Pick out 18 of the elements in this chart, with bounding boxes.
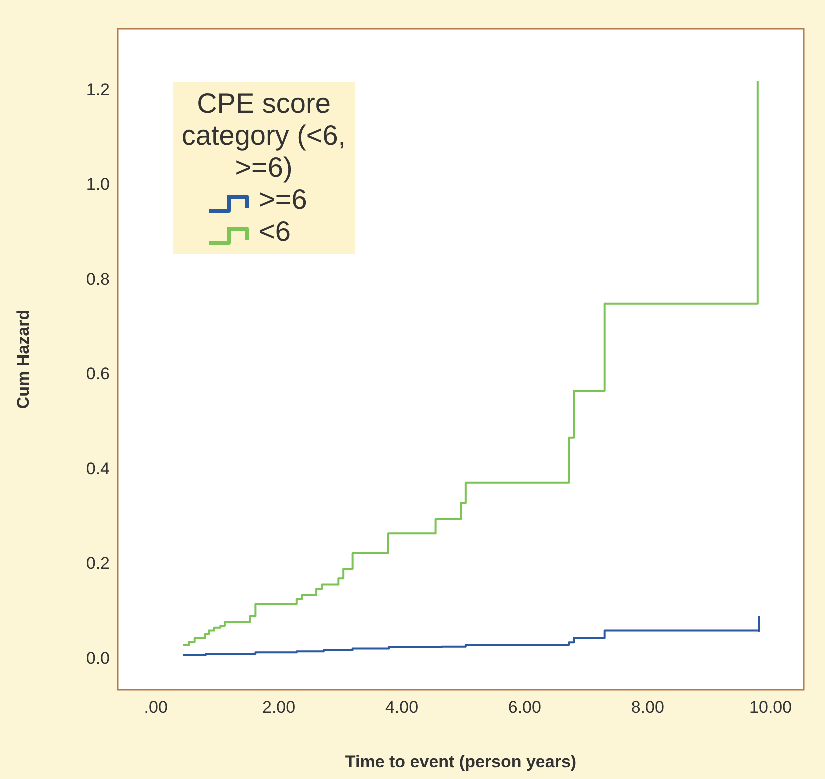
x-tick-label: 8.00: [631, 698, 664, 717]
y-tick-label: 1.2: [86, 80, 110, 100]
y-tick-label: 0.0: [86, 648, 110, 668]
x-axis-title: Time to event (person years): [345, 752, 577, 772]
y-axis-title: Cum Hazard: [14, 310, 33, 410]
legend-label: >=6: [259, 184, 308, 216]
y-tick-label: 0.6: [86, 364, 110, 384]
x-tick-label: .00: [144, 698, 168, 717]
legend-label: <6: [259, 216, 291, 248]
legend-title: CPE score category (<6, >=6): [181, 88, 347, 184]
x-tick-label: 4.00: [385, 698, 419, 717]
x-tick-label: 6.00: [508, 698, 542, 717]
y-tick-label: 1.0: [86, 175, 110, 194]
y-tick-label: 0.4: [86, 459, 110, 478]
y-tick-label: 0.8: [86, 270, 110, 289]
y-tick-label: 0.2: [86, 554, 110, 574]
x-tick-label: 2.00: [262, 698, 296, 717]
x-tick-label: 10.00: [750, 698, 792, 717]
